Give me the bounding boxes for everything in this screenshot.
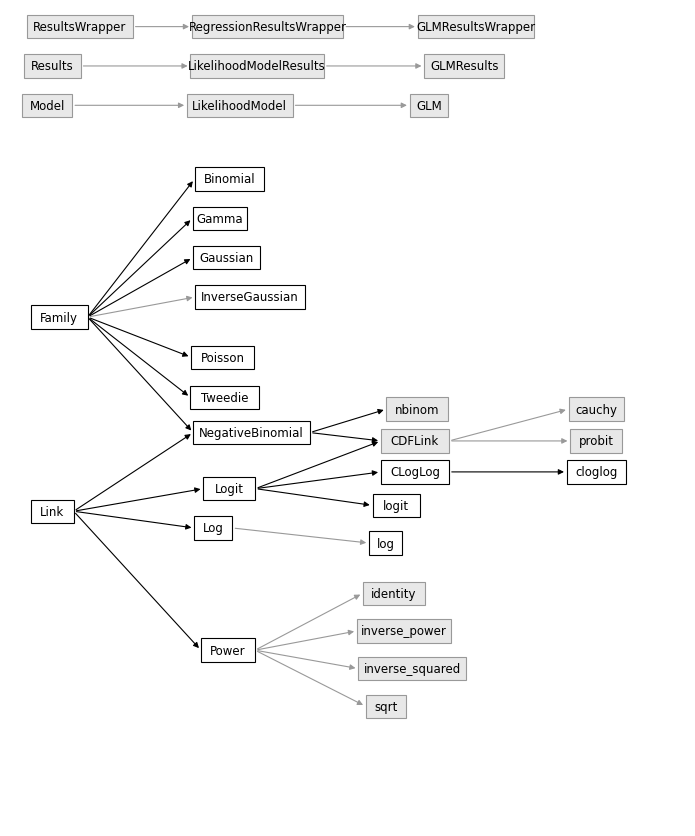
FancyBboxPatch shape <box>195 168 264 191</box>
Text: Poisson: Poisson <box>200 351 245 364</box>
Text: LikelihoodModel: LikelihoodModel <box>193 99 287 113</box>
FancyBboxPatch shape <box>359 657 466 681</box>
FancyBboxPatch shape <box>381 461 449 484</box>
Text: Power: Power <box>210 644 246 657</box>
FancyBboxPatch shape <box>193 207 247 231</box>
FancyBboxPatch shape <box>191 346 254 370</box>
Text: Log: Log <box>203 522 224 535</box>
FancyBboxPatch shape <box>31 500 74 523</box>
FancyBboxPatch shape <box>192 16 343 39</box>
Text: logit: logit <box>383 499 409 512</box>
FancyBboxPatch shape <box>193 247 261 270</box>
FancyBboxPatch shape <box>363 582 425 605</box>
Text: nbinom: nbinom <box>395 403 439 416</box>
FancyBboxPatch shape <box>369 532 402 555</box>
FancyBboxPatch shape <box>386 398 448 421</box>
FancyBboxPatch shape <box>190 55 324 79</box>
FancyBboxPatch shape <box>22 94 72 118</box>
FancyBboxPatch shape <box>204 477 256 501</box>
Text: CDFLink: CDFLink <box>391 435 439 448</box>
FancyBboxPatch shape <box>381 430 449 453</box>
Text: inverse_squared: inverse_squared <box>363 662 461 675</box>
FancyBboxPatch shape <box>569 398 624 421</box>
Text: Logit: Logit <box>215 482 244 496</box>
Text: Gamma: Gamma <box>196 212 243 226</box>
Text: Link: Link <box>40 505 64 518</box>
FancyBboxPatch shape <box>31 306 88 329</box>
Text: Binomial: Binomial <box>204 173 255 186</box>
Text: cauchy: cauchy <box>575 403 617 416</box>
Text: cloglog: cloglog <box>575 466 617 479</box>
FancyBboxPatch shape <box>24 55 81 79</box>
Text: RegressionResultsWrapper: RegressionResultsWrapper <box>188 21 347 34</box>
Text: InverseGaussian: InverseGaussian <box>202 291 299 304</box>
Text: CLogLog: CLogLog <box>390 466 440 479</box>
FancyBboxPatch shape <box>567 461 626 484</box>
Text: probit: probit <box>579 435 614 448</box>
Text: NegativeBinomial: NegativeBinomial <box>199 426 304 440</box>
Text: inverse_power: inverse_power <box>361 624 447 638</box>
FancyBboxPatch shape <box>27 16 133 39</box>
FancyBboxPatch shape <box>418 16 534 39</box>
Text: Gaussian: Gaussian <box>199 252 254 265</box>
Text: Model: Model <box>30 99 65 113</box>
Text: Family: Family <box>40 311 78 324</box>
FancyBboxPatch shape <box>187 94 293 118</box>
Text: GLMResults: GLMResults <box>430 60 498 74</box>
FancyBboxPatch shape <box>190 386 259 410</box>
FancyBboxPatch shape <box>194 517 232 540</box>
FancyBboxPatch shape <box>571 430 623 453</box>
FancyBboxPatch shape <box>201 639 255 662</box>
FancyBboxPatch shape <box>373 494 420 517</box>
Text: Tweedie: Tweedie <box>201 391 248 405</box>
FancyBboxPatch shape <box>195 286 305 309</box>
FancyBboxPatch shape <box>357 619 450 643</box>
Text: identity: identity <box>371 587 417 600</box>
FancyBboxPatch shape <box>193 421 310 445</box>
Text: sqrt: sqrt <box>374 700 398 713</box>
FancyBboxPatch shape <box>424 55 505 79</box>
FancyBboxPatch shape <box>366 695 406 718</box>
Text: LikelihoodModelResults: LikelihoodModelResults <box>188 60 326 74</box>
Text: ResultsWrapper: ResultsWrapper <box>33 21 126 34</box>
FancyBboxPatch shape <box>410 94 448 118</box>
Text: GLM: GLM <box>416 99 442 113</box>
Text: GLMResultsWrapper: GLMResultsWrapper <box>416 21 536 34</box>
Text: log: log <box>377 537 395 550</box>
Text: Results: Results <box>31 60 74 74</box>
